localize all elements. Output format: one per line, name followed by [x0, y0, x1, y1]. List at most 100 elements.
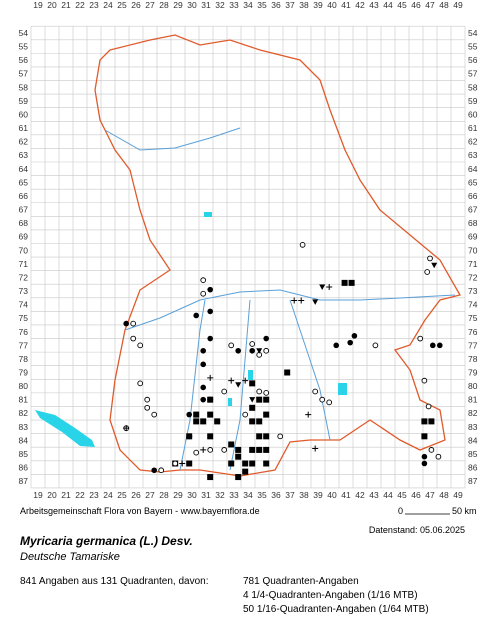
- row-label: 62: [468, 137, 478, 147]
- dot-marker: [123, 320, 129, 327]
- column-label: 24: [103, 0, 113, 10]
- row-label: 69: [468, 232, 478, 242]
- row-label: 55: [19, 42, 29, 52]
- row-label: 82: [468, 408, 478, 418]
- markers: [123, 241, 443, 481]
- row-label: 59: [468, 96, 478, 106]
- row-label: 60: [468, 109, 478, 119]
- row-label: 57: [468, 69, 478, 79]
- row-label: 82: [19, 408, 29, 418]
- row-label: 61: [19, 123, 29, 133]
- column-label: 20: [47, 490, 57, 500]
- row-label: 54: [19, 28, 29, 38]
- row-label: 68: [19, 218, 29, 228]
- column-label: 42: [355, 0, 365, 10]
- square-marker: [263, 433, 270, 440]
- row-label: 66: [468, 191, 478, 201]
- row-label: 76: [468, 327, 478, 337]
- column-label: 48: [439, 490, 449, 500]
- column-label: 45: [397, 0, 407, 10]
- column-label: 19: [33, 0, 43, 10]
- row-label: 87: [19, 476, 29, 486]
- dot-marker: [333, 342, 340, 349]
- column-label: 44: [383, 0, 393, 10]
- scale-start: 0: [398, 506, 403, 516]
- square-marker: [228, 460, 235, 467]
- column-label: 39: [313, 0, 323, 10]
- column-label: 49: [453, 0, 463, 10]
- species-name: Myricaria germanica (L.) Desv.: [20, 534, 193, 548]
- column-label: 21: [61, 0, 71, 10]
- row-label: 56: [19, 55, 29, 65]
- circle-marker: [256, 388, 263, 395]
- column-label: 41: [341, 0, 351, 10]
- dot-marker: [200, 396, 206, 403]
- dot-marker: [207, 335, 213, 342]
- row-label: 78: [468, 354, 478, 364]
- row-label: 64: [19, 164, 29, 174]
- row-label: 87: [468, 476, 478, 486]
- column-label: 23: [89, 490, 99, 500]
- column-label: 38: [299, 0, 309, 10]
- column-label: 23: [89, 0, 99, 10]
- dot-marker: [263, 335, 270, 342]
- dot-marker: [430, 342, 436, 349]
- circle-marker: [428, 447, 435, 453]
- column-label: 40: [327, 0, 337, 10]
- row-label: 80: [468, 381, 478, 391]
- column-label: 31: [201, 490, 211, 500]
- dot-marker: [421, 453, 428, 460]
- column-label: 36: [271, 0, 281, 10]
- circle-marker: [263, 390, 270, 396]
- summary-line: 4 1/4-Quadranten-Angaben (1/16 MTB): [243, 590, 418, 601]
- row-label: 83: [19, 422, 29, 432]
- row-label: 55: [468, 42, 478, 52]
- dot-marker: [200, 384, 206, 391]
- row-label: 75: [19, 313, 29, 323]
- row-label: 79: [468, 368, 478, 378]
- circle-marker: [137, 380, 144, 387]
- plus-marker: [305, 411, 312, 418]
- column-label: 33: [229, 490, 239, 500]
- column-label: 37: [285, 490, 295, 500]
- square-marker: [200, 418, 207, 425]
- summary-line: 781 Quadranten-Angaben: [243, 576, 359, 587]
- column-label: 35: [257, 0, 267, 10]
- row-label: 81: [19, 395, 29, 405]
- column-label: 22: [75, 0, 85, 10]
- column-label: 21: [61, 490, 71, 500]
- row-label: 75: [468, 313, 478, 323]
- row-label: 61: [468, 123, 478, 133]
- column-label: 25: [117, 0, 127, 10]
- plus-marker: [179, 460, 186, 467]
- row-label: 72: [468, 272, 478, 282]
- circle-marker: [263, 347, 270, 354]
- row-label: 59: [19, 96, 29, 106]
- row-label: 77: [19, 340, 29, 350]
- plus-marker: [298, 297, 305, 304]
- circle-marker: [277, 433, 284, 440]
- circle-marker: [372, 342, 379, 349]
- row-label: 74: [19, 300, 29, 310]
- circle-marker: [417, 335, 424, 342]
- dot-marker: [151, 467, 157, 474]
- triangle-marker: [312, 299, 319, 305]
- column-label: 29: [173, 490, 183, 500]
- circle-marker: [144, 404, 151, 411]
- row-label: 69: [19, 232, 29, 242]
- square-marker: [207, 474, 214, 481]
- row-label: 63: [19, 150, 29, 160]
- circle-marker: [299, 241, 306, 248]
- circle-marker: [326, 399, 333, 406]
- row-label: 84: [19, 435, 29, 445]
- lakes: [35, 212, 347, 447]
- row-label: 77: [468, 340, 478, 350]
- dot-marker: [193, 312, 199, 319]
- column-label: 49: [453, 490, 463, 500]
- dot-marker: [249, 347, 255, 354]
- circle-marker: [424, 269, 431, 275]
- dot-marker: [421, 460, 428, 467]
- column-label: 35: [257, 490, 267, 500]
- square-marker: [421, 418, 428, 425]
